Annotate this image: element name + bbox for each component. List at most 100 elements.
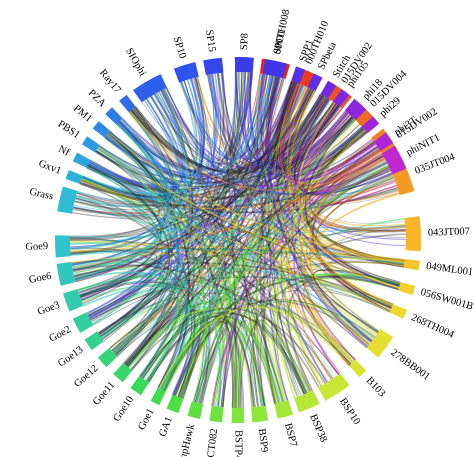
segment-label: Goe10 [111, 394, 136, 423]
segment-arc [92, 121, 111, 138]
chord-link [154, 93, 393, 196]
segment-arc [166, 394, 184, 414]
chord-link [108, 132, 234, 408]
chord-link [102, 82, 297, 340]
chord-link [287, 276, 399, 392]
chord-link [125, 72, 245, 366]
chord-link [263, 74, 378, 181]
segment-label: Goe1 [136, 407, 156, 432]
chord-link [217, 128, 365, 407]
chord-link [162, 165, 390, 392]
chord-link [263, 78, 301, 162]
chord-link [79, 282, 256, 408]
segment-arc [203, 57, 224, 76]
chord-link [166, 71, 239, 161]
chord-link [87, 163, 188, 390]
chord-link [209, 74, 302, 396]
chord-link [142, 127, 364, 379]
segment-arc [72, 312, 94, 333]
chord-link [309, 192, 400, 347]
chord-link [267, 75, 406, 238]
segment-arc [234, 56, 254, 73]
chord-link [266, 75, 406, 240]
chord-link [195, 94, 323, 403]
chord-link [259, 75, 296, 161]
chord-link [128, 111, 386, 191]
chord-link [72, 165, 160, 219]
segment-label: SPO1 [272, 29, 288, 55]
segment-arc [294, 390, 320, 413]
chord-link [128, 161, 388, 369]
chord-link [140, 217, 405, 378]
segment-label: SP10 [171, 35, 188, 59]
segment-arc [55, 235, 71, 258]
chord-link [304, 117, 400, 287]
segment-label: 035JT004 [413, 151, 457, 177]
chord-link [86, 73, 217, 315]
chord-link [125, 106, 341, 366]
segment-label: BSTP4 [233, 430, 244, 457]
chord-link [79, 279, 340, 375]
chord-link [77, 276, 180, 380]
segment-label: BUCT082 [204, 428, 220, 457]
chord-link [209, 74, 327, 164]
segment-arc [398, 282, 416, 296]
chord-link [174, 81, 295, 396]
segment-arc [56, 261, 76, 286]
chord-link [247, 72, 275, 158]
chord-link [107, 132, 405, 262]
chord-link [113, 283, 391, 353]
segment-label: SP15 [203, 29, 217, 53]
chord-link [81, 131, 368, 202]
chord-link [106, 134, 179, 366]
chord-link [222, 322, 260, 408]
chord-link [147, 312, 308, 394]
chord-link [80, 72, 246, 197]
segment-arc [173, 62, 199, 83]
chord-link [70, 79, 201, 251]
segment-label: PBS1 [56, 119, 82, 141]
chord-link [73, 267, 300, 397]
chord-link [178, 319, 278, 404]
chord-link [284, 129, 366, 391]
segment-label: 043JT007 [428, 226, 470, 238]
chord-link [113, 82, 297, 354]
chord-link [108, 75, 274, 176]
chord-link [294, 102, 378, 335]
chord-link [265, 317, 310, 402]
chord-link [263, 75, 380, 331]
segment-label: GA1 [157, 415, 175, 438]
chord-link [74, 201, 354, 363]
chord-link [237, 103, 337, 409]
chord-link [86, 166, 406, 229]
segment-arc [97, 347, 118, 368]
chord-link [104, 73, 220, 177]
chord-link [70, 250, 158, 297]
chord-link [177, 72, 250, 398]
chord-link [165, 87, 400, 287]
segment-label: PZA [86, 88, 108, 110]
chord-link [123, 89, 194, 365]
chord-link [80, 80, 293, 301]
chord-link [75, 82, 297, 206]
segment-label: Goe11 [91, 380, 117, 408]
segment-label: Goe6 [28, 271, 52, 286]
segment-label: BSP38 [307, 413, 329, 444]
chord-link [235, 72, 273, 158]
chord-link [115, 72, 243, 356]
segment-arc [361, 116, 380, 134]
chord-link [104, 88, 313, 180]
chord-link [80, 178, 334, 380]
chord-link [280, 106, 341, 391]
chord-link [74, 88, 188, 280]
chord-link [71, 176, 395, 268]
chord-link [309, 127, 406, 232]
chord-link [98, 74, 267, 335]
chord-link [171, 81, 296, 396]
segment-label: B103 [364, 375, 388, 399]
segment-arc [382, 145, 407, 175]
segment-arc [373, 132, 394, 151]
chord-link [87, 148, 380, 316]
chord-link [71, 258, 168, 355]
